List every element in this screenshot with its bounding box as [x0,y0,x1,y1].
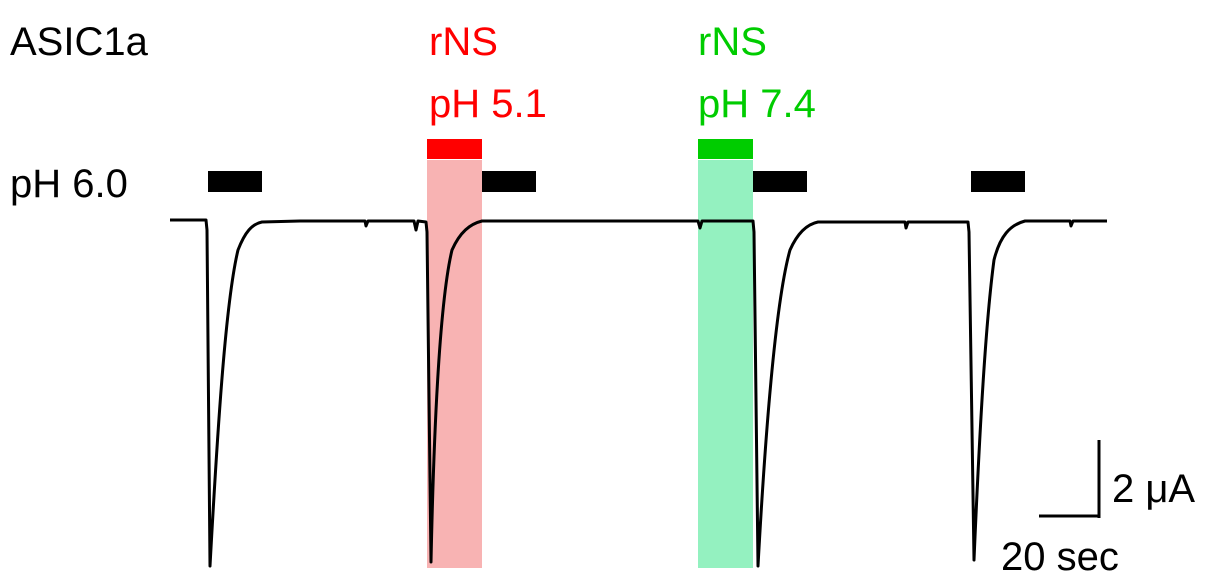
rns-ph51-bar [427,139,482,159]
rns-ph74-label-line2: pH 7.4 [698,82,816,126]
rns-ph74-application-window [698,160,753,568]
ph6-bar-2 [482,171,536,192]
ph6-bar-3 [753,171,807,192]
current-trace [170,218,1107,568]
channel-label: ASIC1a [10,20,149,64]
scale-bar [1039,440,1101,518]
rns-ph74-label-line1: rNS [698,20,767,64]
rns-ph51-label-line2: pH 5.1 [429,82,547,126]
scale-bar-vertical-label: 2 μA [1112,467,1195,511]
rns-ph51-label-line1: rNS [429,20,498,64]
scale-bar-horizontal-label: 20 sec [1001,535,1119,578]
rns-ph74-bar [698,139,753,159]
condition-label: pH 6.0 [10,162,128,206]
ph6-bar-4 [971,171,1025,192]
rns-ph51-application-window [427,160,482,568]
ph6-bar-1 [208,171,262,192]
